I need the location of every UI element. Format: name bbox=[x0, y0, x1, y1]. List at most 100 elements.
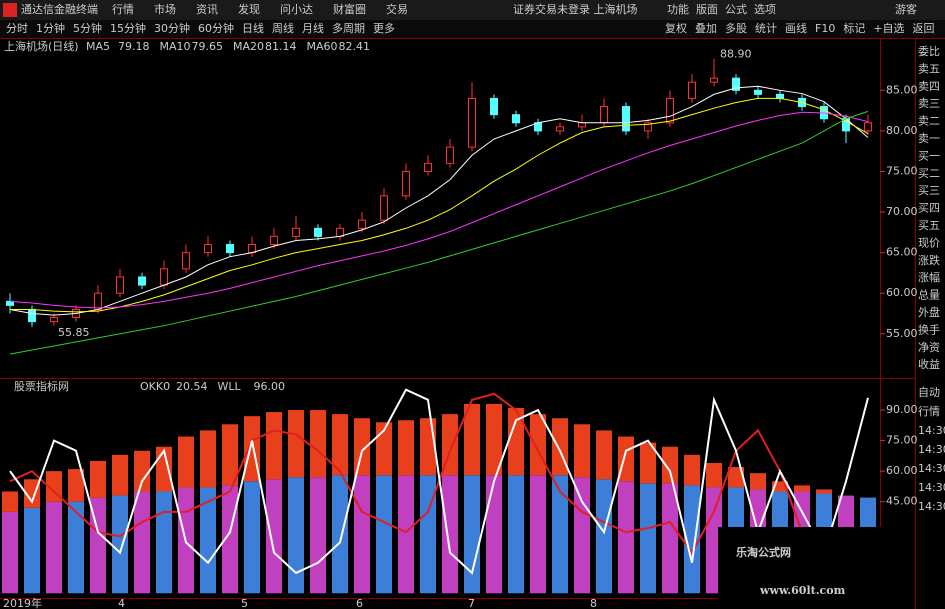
sidebar-label: 收益 bbox=[918, 357, 940, 371]
bar-base bbox=[266, 479, 282, 594]
candle-body bbox=[578, 122, 586, 128]
bar-top bbox=[794, 485, 810, 492]
tool-item[interactable]: 60分钟 bbox=[198, 21, 234, 35]
menu-item[interactable]: 财富圈 bbox=[333, 2, 366, 16]
bar-top bbox=[134, 450, 150, 492]
sidebar-label: 净资 bbox=[918, 340, 940, 354]
bar-top bbox=[552, 418, 568, 476]
menu-item[interactable]: 问小达 bbox=[280, 3, 313, 16]
bar-top bbox=[310, 410, 326, 478]
bar-base bbox=[68, 501, 84, 594]
sidebar-label: 换手 bbox=[918, 322, 940, 336]
menu-item[interactable]: 选项 bbox=[754, 3, 776, 16]
menu-item[interactable]: 行情 bbox=[112, 3, 134, 16]
tool-item[interactable]: 分时 bbox=[6, 22, 28, 35]
y-tick-label: 75.00 bbox=[886, 434, 918, 447]
bar-top bbox=[508, 408, 524, 476]
candle-body bbox=[666, 97, 674, 124]
bar-base bbox=[398, 475, 414, 594]
bar-top bbox=[706, 462, 722, 488]
ma-line bbox=[9, 110, 869, 355]
tool-item[interactable]: 更多 bbox=[373, 21, 395, 35]
menu-item[interactable]: 市场 bbox=[154, 2, 176, 16]
legend-value: 79.65 bbox=[192, 40, 224, 53]
legend-name: MA20 bbox=[233, 40, 264, 53]
bar-top bbox=[728, 467, 744, 488]
sidebar-label: 14:30 bbox=[918, 462, 945, 475]
tool-item[interactable]: +自选 bbox=[873, 22, 904, 35]
bar-top bbox=[112, 454, 128, 496]
tool-item[interactable]: 日线 bbox=[242, 21, 264, 35]
menu-item[interactable]: 交易 bbox=[386, 2, 408, 16]
sidebar-label: 14:30 bbox=[918, 443, 945, 456]
tool-item[interactable]: 周线 bbox=[272, 21, 294, 35]
bar-base bbox=[420, 475, 436, 594]
tool-item[interactable]: 返回 bbox=[913, 22, 935, 35]
sidebar-label: 外盘 bbox=[918, 305, 940, 319]
tool-item[interactable]: 5分钟 bbox=[73, 21, 102, 35]
bar-top bbox=[662, 446, 678, 484]
y-tick-label: 75.00 bbox=[886, 164, 918, 177]
bar-top bbox=[398, 420, 414, 476]
tool-item[interactable]: 1分钟 bbox=[36, 21, 65, 35]
bar-top bbox=[354, 418, 370, 476]
tool-item[interactable]: F10 bbox=[815, 22, 835, 35]
tool-item[interactable]: 画线 bbox=[785, 21, 807, 35]
indicator-title: 股票指标网 bbox=[14, 379, 69, 393]
candle-body bbox=[402, 170, 410, 197]
legend-value: 79.18 bbox=[118, 40, 150, 53]
sidebar-label: 14:30 bbox=[918, 481, 945, 494]
bar-top bbox=[288, 410, 304, 478]
candle-body bbox=[732, 77, 740, 91]
legend-name: MA60 bbox=[307, 40, 338, 53]
x-label: 2019年 bbox=[3, 596, 42, 609]
candle-body bbox=[644, 122, 652, 132]
sidebar-label: 买一 bbox=[918, 149, 940, 162]
bar-base bbox=[552, 475, 568, 594]
candle-body bbox=[116, 276, 124, 294]
sidebar-label: 买四 bbox=[918, 202, 940, 215]
y-tick-label: 70.00 bbox=[886, 205, 918, 218]
sidebar-label: 委比 bbox=[918, 45, 940, 58]
candle-body bbox=[270, 235, 278, 246]
x-label: 6 bbox=[356, 597, 363, 609]
tool-item[interactable]: 月线 bbox=[302, 21, 324, 35]
bar-base bbox=[288, 477, 304, 594]
bar-base bbox=[244, 481, 260, 594]
bar-base bbox=[508, 475, 524, 594]
candle-body bbox=[864, 122, 872, 132]
bar-top bbox=[750, 473, 766, 490]
tool-item[interactable]: 15分钟 bbox=[110, 21, 146, 35]
tool-item[interactable]: 30分钟 bbox=[154, 21, 190, 35]
ma-line bbox=[10, 97, 869, 313]
tool-item[interactable]: 标记 bbox=[843, 21, 865, 35]
menu-item[interactable]: 版面 bbox=[696, 2, 718, 16]
y-tick-label: 60.00 bbox=[886, 286, 918, 299]
sidebar-label: 卖三 bbox=[918, 97, 940, 110]
menu-item[interactable]: 资讯 bbox=[196, 3, 218, 16]
candle-body bbox=[138, 276, 146, 286]
candle-body bbox=[160, 268, 168, 286]
bar-top bbox=[90, 460, 106, 498]
menu-item[interactable]: 发现 bbox=[238, 2, 260, 16]
x-label: 8 bbox=[590, 597, 597, 609]
tool-item[interactable]: 多股 bbox=[725, 21, 747, 35]
tool-item[interactable]: 统计 bbox=[755, 22, 777, 35]
menu-item[interactable]: 功能 bbox=[667, 2, 689, 16]
bar-top bbox=[24, 479, 40, 508]
bar-base bbox=[530, 475, 546, 594]
bar-top bbox=[574, 424, 590, 478]
menu-item[interactable]: 公式 bbox=[725, 3, 747, 16]
candle-body bbox=[28, 308, 36, 323]
candle-body bbox=[94, 292, 102, 310]
bar-base bbox=[640, 483, 656, 594]
bar-top bbox=[772, 481, 788, 492]
candle-body bbox=[424, 162, 432, 172]
tool-item[interactable]: 叠加 bbox=[695, 22, 717, 35]
candle-body bbox=[622, 106, 630, 132]
tool-item[interactable]: 复权 bbox=[665, 21, 687, 35]
y-tick-label: 80.00 bbox=[886, 124, 918, 137]
tool-item[interactable]: 多周期 bbox=[332, 21, 365, 35]
sidebar-label: 买三 bbox=[918, 184, 940, 197]
